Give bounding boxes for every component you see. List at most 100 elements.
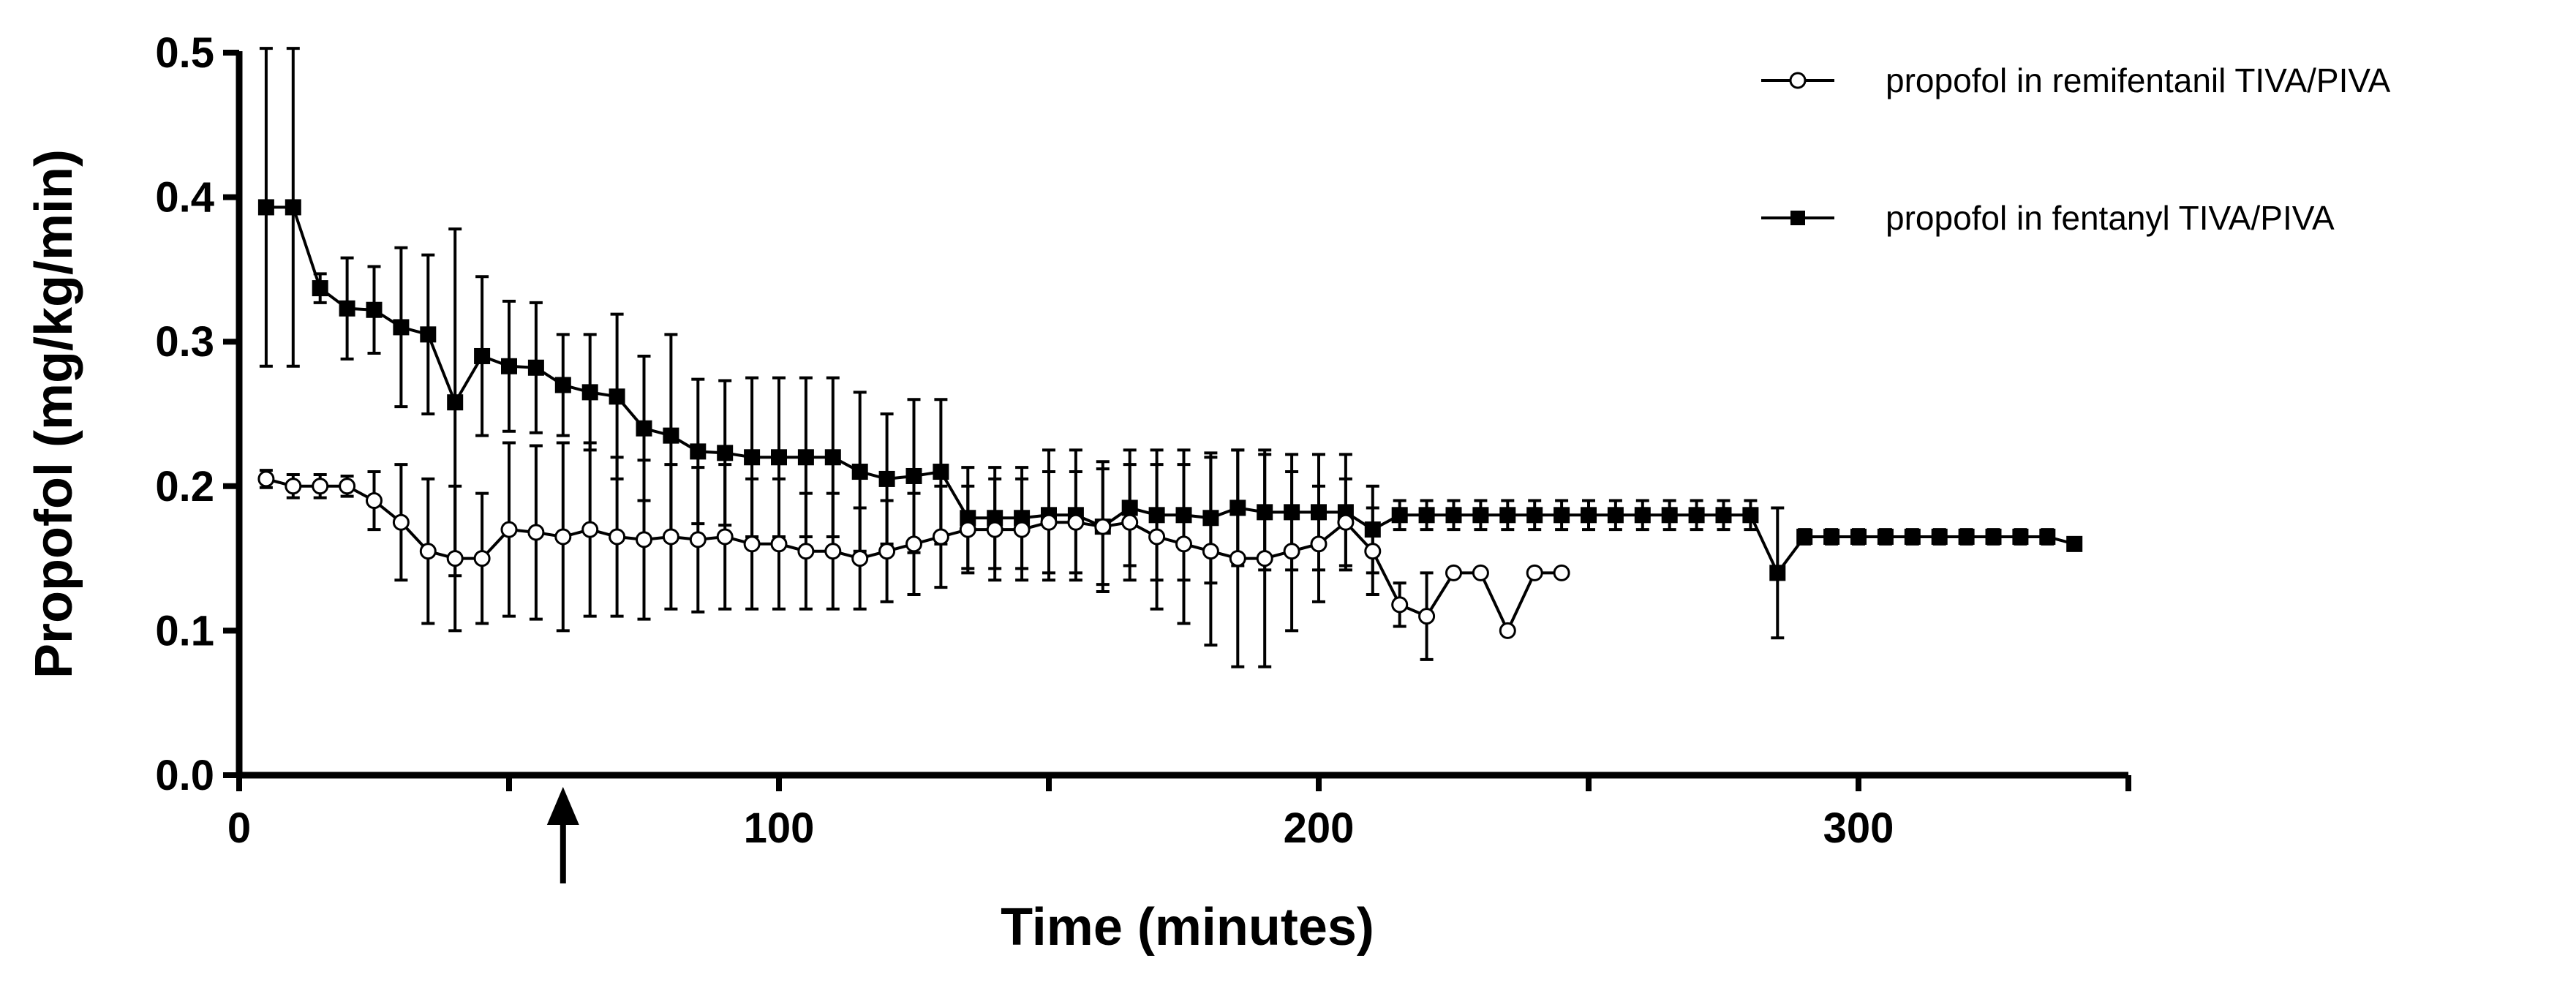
- data-point: [1985, 528, 2002, 545]
- data-point: [1931, 528, 1948, 545]
- data-point: [581, 521, 599, 538]
- data-point: [285, 478, 302, 495]
- data-point: [1796, 528, 1813, 545]
- data-point: [419, 543, 437, 560]
- data-point: [420, 326, 437, 343]
- annotations: [546, 787, 579, 883]
- data-point: [1445, 564, 1462, 581]
- data-point: [473, 550, 491, 567]
- data-point: [257, 199, 274, 216]
- x-axis-ticks: 0 100 200 300: [227, 775, 2131, 852]
- data-point: [905, 535, 922, 553]
- data-point: [1175, 535, 1192, 553]
- data-point: [933, 464, 949, 480]
- data-point: [1661, 507, 1678, 524]
- data-point: [1823, 528, 1840, 545]
- data-point: [366, 301, 383, 318]
- data-point: [636, 531, 652, 548]
- data-point: [527, 359, 544, 376]
- data-point: [1958, 528, 1975, 545]
- data-point: [1040, 513, 1058, 531]
- data-point: [1418, 507, 1435, 524]
- data-point: [1310, 535, 1327, 553]
- y-axis-title: Propofol (mg/kg/min): [25, 149, 83, 679]
- data-point: [878, 543, 896, 560]
- data-point: [959, 521, 976, 538]
- data-point: [905, 467, 922, 484]
- y-tick-label: 0.1: [155, 607, 214, 655]
- data-point: [609, 528, 626, 546]
- data-point: [770, 535, 788, 553]
- data-point: [2066, 535, 2083, 552]
- data-point: [1904, 528, 1921, 545]
- legend-label-remifentanil: propofol in remifentanil TIVA/PIVA: [1886, 61, 2391, 99]
- data-point: [2039, 528, 2056, 545]
- x-axis-title: Time (minutes): [1001, 898, 1374, 957]
- data-point: [1715, 507, 1732, 524]
- series-remifentanil: [257, 441, 1570, 668]
- data-point: [393, 319, 410, 336]
- data-point: [1283, 543, 1300, 560]
- data-point: [312, 478, 329, 495]
- data-point: [851, 464, 868, 480]
- x-tick-label: 300: [1823, 804, 1894, 852]
- data-point: [1742, 507, 1759, 524]
- data-point: [1364, 543, 1382, 560]
- data-point: [662, 528, 679, 546]
- data-point: [501, 358, 517, 374]
- data-point: [771, 449, 787, 466]
- data-point: [878, 470, 895, 487]
- data-point: [797, 449, 814, 466]
- annotation-arrow-head: [546, 787, 579, 825]
- data-point: [1472, 564, 1489, 581]
- data-point: [1229, 550, 1246, 567]
- data-point: [1472, 507, 1489, 524]
- data-point: [446, 550, 464, 567]
- data-point: [1202, 543, 1219, 560]
- data-point: [1850, 528, 1867, 545]
- data-point: [1067, 513, 1085, 531]
- data-point: [2012, 528, 2029, 545]
- data-point: [717, 445, 734, 461]
- data-point: [285, 199, 301, 216]
- data-point: [1688, 507, 1705, 524]
- data-point: [1148, 528, 1166, 546]
- data-point: [1337, 513, 1355, 531]
- data-point: [581, 384, 598, 401]
- data-point: [1256, 550, 1273, 567]
- data-point: [527, 524, 545, 541]
- data-point: [716, 528, 734, 546]
- data-point: [257, 470, 275, 488]
- legend: propofol in remifentanil TIVA/PIVA propo…: [1761, 61, 2391, 237]
- data-point: [339, 478, 356, 495]
- data-point: [554, 377, 571, 393]
- x-tick-label: 200: [1284, 804, 1355, 852]
- data-point: [824, 543, 842, 560]
- data-point: [1581, 507, 1597, 524]
- data-point: [689, 531, 707, 548]
- y-tick-label: 0.0: [155, 752, 214, 799]
- data-point: [1013, 521, 1031, 538]
- data-point: [797, 543, 815, 560]
- data-point: [1094, 518, 1112, 535]
- data-point: [1121, 513, 1139, 531]
- legend-marker-filled-square: [1790, 211, 1805, 225]
- series-fentanyl: [257, 47, 2083, 640]
- data-point: [609, 388, 625, 405]
- data-point: [1769, 565, 1786, 581]
- data-point: [932, 528, 949, 546]
- x-tick-label: 100: [744, 804, 815, 852]
- data-point: [1553, 564, 1570, 581]
- data-point: [1391, 596, 1409, 614]
- data-point: [824, 449, 841, 466]
- axes: [236, 51, 2128, 779]
- data-point: [1634, 507, 1651, 524]
- data-point: [554, 528, 572, 546]
- data-point: [1499, 507, 1516, 524]
- y-tick-label: 0.2: [155, 463, 214, 510]
- legend-marker-open-circle: [1789, 72, 1807, 89]
- data-point: [392, 513, 410, 531]
- data-point: [851, 550, 869, 567]
